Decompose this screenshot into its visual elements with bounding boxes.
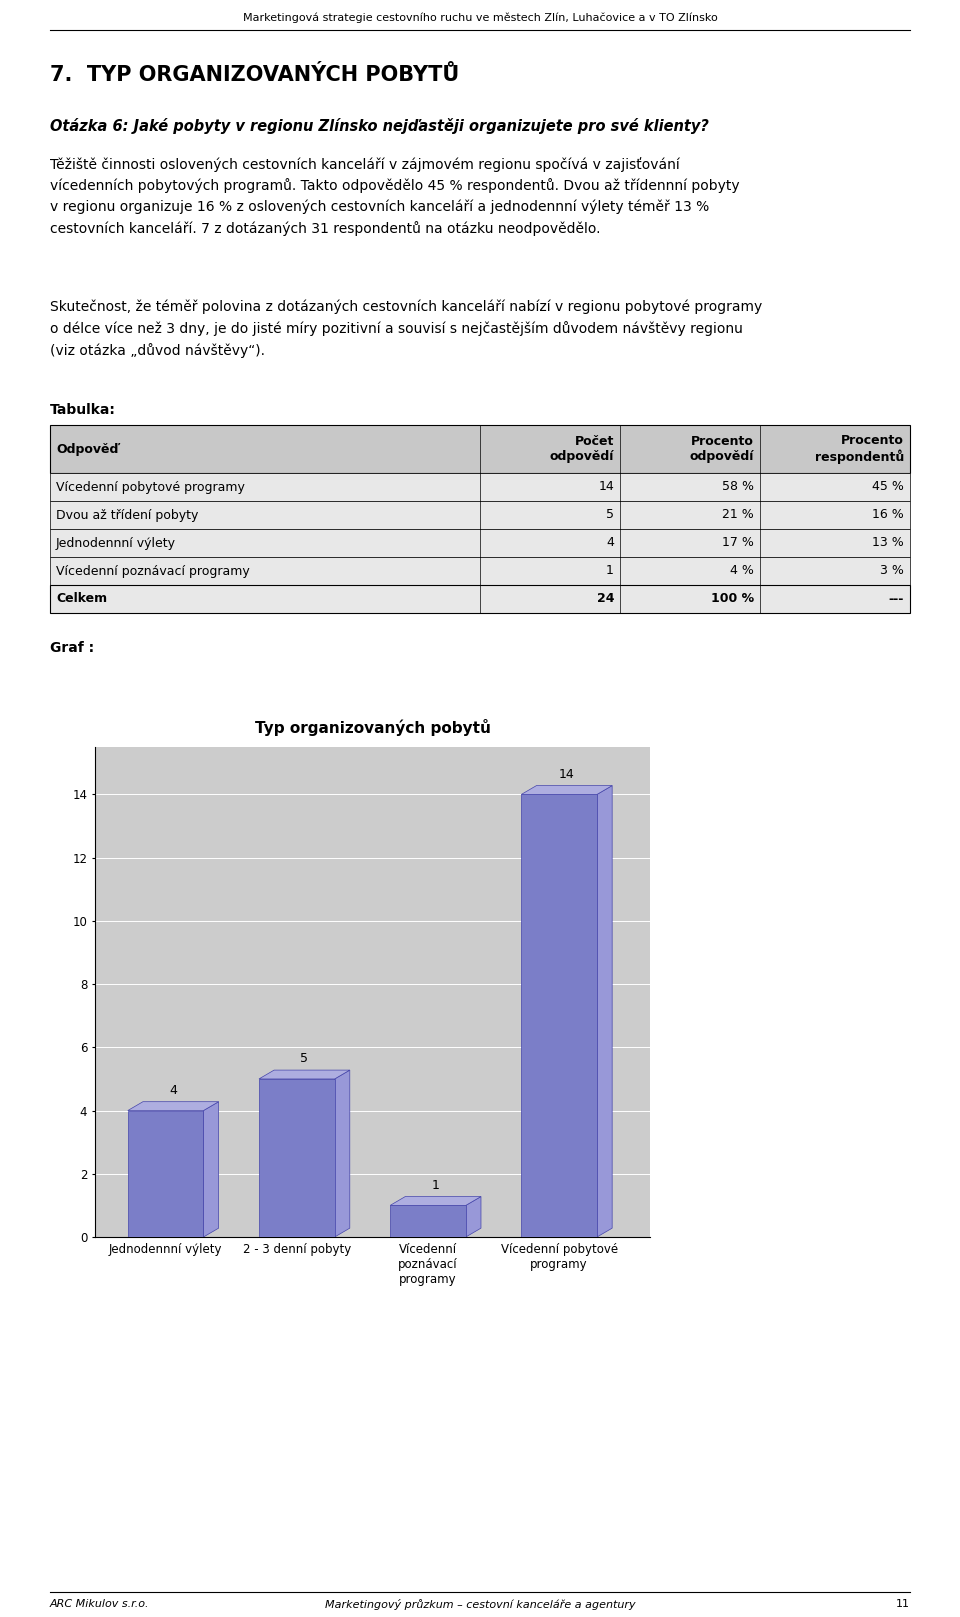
Text: Jednodennní výlety: Jednodennní výlety — [56, 537, 176, 550]
Text: 1: 1 — [432, 1179, 440, 1192]
Bar — [521, 794, 597, 1237]
Text: 58 %: 58 % — [722, 480, 754, 493]
Text: Tabulka:: Tabulka: — [50, 403, 116, 417]
Bar — [390, 1205, 466, 1237]
Polygon shape — [128, 1101, 219, 1111]
Text: Celkem: Celkem — [56, 592, 108, 605]
Text: 24: 24 — [596, 592, 614, 605]
Text: 14: 14 — [559, 768, 575, 781]
Text: Těžiště činnosti oslovených cestovních kanceláří v zájmovém regionu spočívá v za: Těžiště činnosti oslovených cestovních k… — [50, 157, 739, 236]
Text: 5: 5 — [606, 508, 614, 522]
Text: 7.  TYP ORGANIZOVANÝCH POBYTŮ: 7. TYP ORGANIZOVANÝCH POBYTŮ — [50, 65, 459, 86]
Text: 14: 14 — [598, 480, 614, 493]
Bar — [50, 529, 910, 556]
Polygon shape — [335, 1070, 349, 1237]
Polygon shape — [466, 1197, 481, 1237]
Text: Vícedenní pobytové programy: Vícedenní pobytové programy — [56, 480, 245, 493]
Text: 3 %: 3 % — [880, 564, 904, 577]
Text: Dvou až třídení pobyty: Dvou až třídení pobyty — [56, 508, 199, 522]
Polygon shape — [521, 786, 612, 794]
Text: 1: 1 — [606, 564, 614, 577]
Text: 13 %: 13 % — [873, 537, 904, 550]
Text: 11: 11 — [896, 1599, 910, 1609]
Text: Graf :: Graf : — [50, 640, 94, 655]
Text: Počet
odpovědí: Počet odpovědí — [550, 435, 614, 462]
Text: 4: 4 — [169, 1083, 178, 1096]
Bar — [50, 585, 910, 613]
Title: Typ organizovaných pobytů: Typ organizovaných pobytů — [254, 720, 491, 736]
Text: 4: 4 — [606, 537, 614, 550]
Bar — [50, 501, 910, 529]
Bar — [50, 474, 910, 501]
Text: 100 %: 100 % — [710, 592, 754, 605]
Text: Skutečnost, že téměř polovina z dotázaných cestovních kanceláří nabízí v regionu: Skutečnost, že téměř polovina z dotázaný… — [50, 301, 762, 357]
Text: 21 %: 21 % — [722, 508, 754, 522]
Polygon shape — [597, 786, 612, 1237]
Polygon shape — [259, 1070, 349, 1079]
Text: 45 %: 45 % — [872, 480, 904, 493]
Text: Procento
respondentů: Procento respondentů — [815, 433, 904, 464]
Text: ---: --- — [889, 592, 904, 605]
Bar — [128, 1111, 204, 1237]
Text: Vícedenní poznávací programy: Vícedenní poznávací programy — [56, 564, 250, 577]
Bar — [50, 556, 910, 585]
Text: Procento
odpovědí: Procento odpovědí — [689, 435, 754, 462]
Bar — [50, 425, 910, 474]
Text: 16 %: 16 % — [873, 508, 904, 522]
Text: Odpověď: Odpověď — [56, 443, 118, 456]
Text: 4 %: 4 % — [731, 564, 754, 577]
Text: ARC Mikulov s.r.o.: ARC Mikulov s.r.o. — [50, 1599, 150, 1609]
Text: 5: 5 — [300, 1053, 308, 1066]
Text: Marketingová strategie cestovního ruchu ve městech Zlín, Luhačovice a v TO Zlíns: Marketingová strategie cestovního ruchu … — [243, 13, 717, 23]
Text: Otázka 6: Jaké pobyty v regionu Zlínsko nejďastěji organizujete pro své klienty?: Otázka 6: Jaké pobyty v regionu Zlínsko … — [50, 118, 708, 134]
Polygon shape — [204, 1101, 219, 1237]
Text: Marketingový průzkum – cestovní kanceláře a agentury: Marketingový průzkum – cestovní kancelář… — [324, 1599, 636, 1609]
Bar — [259, 1079, 335, 1237]
Text: 17 %: 17 % — [722, 537, 754, 550]
Polygon shape — [390, 1197, 481, 1205]
